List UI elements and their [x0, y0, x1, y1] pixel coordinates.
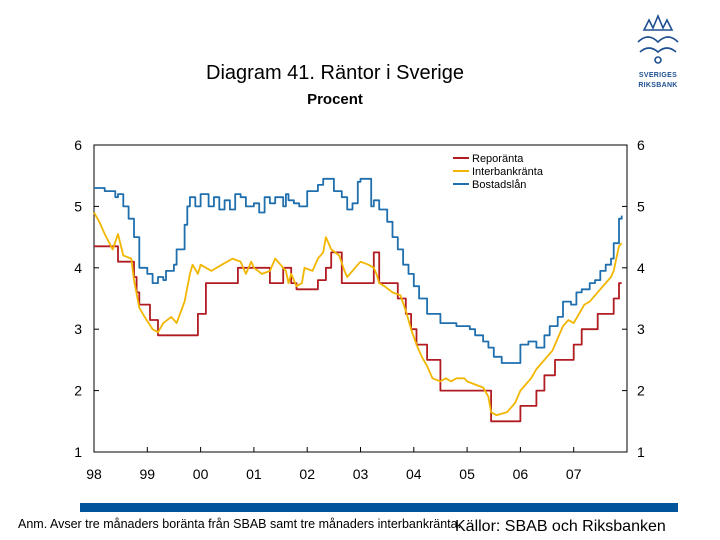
series-lines — [93, 177, 623, 423]
legend-label-1: Interbankränta — [472, 166, 544, 178]
series-line-interbankränta — [93, 212, 623, 417]
x-tick-label-02: 02 — [299, 466, 315, 482]
chart-title: Diagram 41. Räntor i Sverige — [206, 62, 464, 84]
footer-note: Anm. Avser tre månaders boränta från SBA… — [18, 517, 462, 531]
y-tick-label-right-2: 2 — [637, 383, 645, 399]
x-tick-label-99: 99 — [140, 466, 156, 482]
logo-text-sveriges: SVERIGES — [638, 72, 678, 79]
series-line-reporänta — [94, 245, 622, 423]
x-tick-label-05: 05 — [459, 466, 475, 482]
axis-ticks: 1 1 2 2 3 3 4 4 5 5 6 6 98 99 00 01 02 03 04 05 06 07 — [74, 137, 645, 482]
y-tick-label-right-6: 6 — [637, 137, 645, 153]
crown-icon — [637, 13, 679, 64]
y-tick-label-right-4: 4 — [637, 260, 645, 276]
logo-text-riksbank: RIKSBANK — [638, 82, 678, 89]
x-tick-label-04: 04 — [406, 466, 422, 482]
legend-label-0: Reporänta — [472, 153, 524, 165]
series-line-bostadslån — [94, 177, 623, 364]
x-tick-label-03: 03 — [353, 466, 369, 482]
x-tick-label-01: 01 — [246, 466, 262, 482]
y-tick-label-left-2: 2 — [74, 383, 82, 399]
y-tick-label-left-6: 6 — [74, 137, 82, 153]
footer-bar — [80, 503, 678, 512]
y-tick-label-right-5: 5 — [637, 198, 645, 214]
x-tick-label-06: 06 — [513, 466, 529, 482]
riksbank-logo: SVERIGES RIKSBANK — [628, 0, 688, 100]
chart-subtitle: Procent — [307, 91, 363, 108]
y-tick-label-left-4: 4 — [74, 260, 82, 276]
footer-source: Källor: SBAB och Riksbanken — [455, 518, 666, 535]
x-tick-label-07: 07 — [566, 466, 582, 482]
x-tick-label-00: 00 — [193, 466, 209, 482]
x-tick-label-98: 98 — [86, 466, 102, 482]
y-tick-label-right-1: 1 — [637, 444, 645, 460]
plot-area — [93, 144, 628, 453]
y-tick-label-right-3: 3 — [637, 321, 645, 337]
y-tick-label-left-3: 3 — [74, 321, 82, 337]
y-tick-label-left-5: 5 — [74, 198, 82, 214]
legend-label-2: Bostadslån — [472, 179, 526, 191]
y-tick-label-left-1: 1 — [74, 444, 82, 460]
